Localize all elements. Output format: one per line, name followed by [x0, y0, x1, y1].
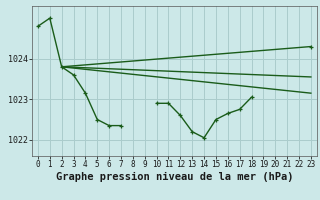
X-axis label: Graphe pression niveau de la mer (hPa): Graphe pression niveau de la mer (hPa)	[56, 172, 293, 182]
